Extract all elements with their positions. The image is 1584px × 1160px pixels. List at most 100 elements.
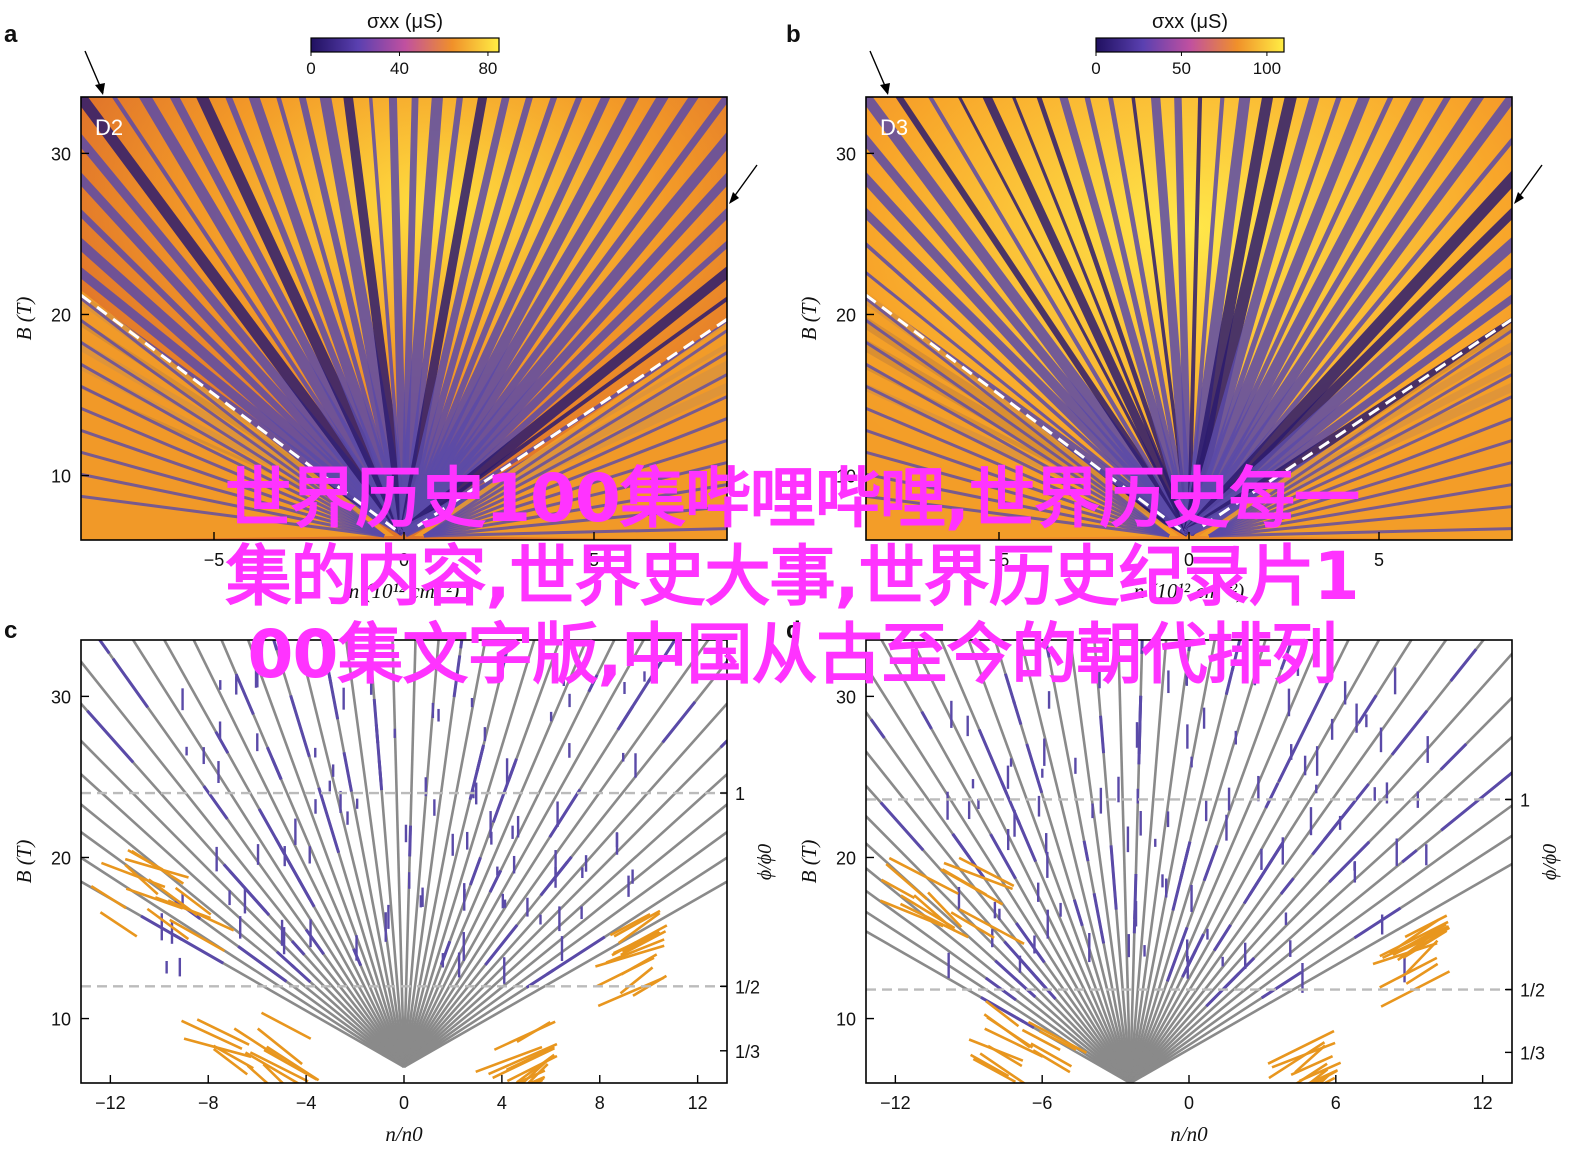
purple-segment	[289, 694, 311, 758]
landau-fan-line	[272, 640, 406, 1068]
orange-segment	[475, 1045, 543, 1074]
purple-segment	[1109, 845, 1118, 910]
purple-segment	[909, 565, 917, 584]
dashed-envelope-right	[411, 318, 727, 532]
outer-stripe	[81, 319, 385, 538]
purple-segment	[764, 758, 784, 775]
fan-stripe	[400, 97, 419, 533]
purple-segment	[1012, 700, 1023, 726]
orange-segment	[1405, 939, 1439, 974]
landau-fan-line	[402, 640, 440, 1067]
fan-stripe	[866, 241, 1191, 534]
landau-fan-line	[866, 814, 1132, 1083]
x-tick-label: −12	[95, 1093, 126, 1113]
heatmap-panel-a	[81, 97, 727, 540]
purple-segment	[629, 565, 651, 610]
orange-segment	[146, 907, 190, 941]
orange-segment	[958, 856, 1015, 888]
y-axis-label: B (T)	[797, 297, 821, 341]
fan-stripe	[1183, 97, 1251, 533]
outer-stripe	[81, 363, 385, 538]
orange-segment	[943, 861, 1014, 891]
purple-segment	[97, 640, 111, 655]
purple-segment	[1390, 709, 1429, 756]
orange-segment	[127, 848, 164, 871]
purple-segment	[795, 657, 810, 672]
outer-stripe	[423, 439, 727, 538]
orange-segment	[1404, 914, 1448, 939]
y-axis-label: B (T)	[12, 840, 36, 884]
landau-fan-line	[403, 701, 727, 1068]
fan-stripe	[400, 97, 510, 533]
fan-stripe	[343, 97, 409, 533]
purple-segment	[290, 963, 312, 984]
landau-fan-line	[1129, 735, 1512, 1083]
fan-stripe	[402, 320, 727, 534]
purple-segment	[719, 738, 727, 749]
purple-segment	[1306, 674, 1333, 723]
orange-segment	[526, 1063, 549, 1083]
fan-stripe	[1174, 97, 1193, 533]
purple-segment	[646, 640, 677, 683]
arrow-head	[729, 192, 739, 204]
purple-segment	[756, 674, 794, 712]
purple-segment	[804, 716, 836, 742]
y-axis-label: B (T)	[797, 840, 821, 884]
fan-stripe	[1186, 317, 1512, 537]
purple-segment	[237, 945, 288, 983]
landau-fan-line	[866, 749, 1132, 1083]
fan-stripe	[400, 97, 727, 535]
landau-fan-line	[220, 640, 406, 1068]
x-tick-label: 0	[399, 1093, 409, 1113]
orange-segment	[1327, 1082, 1330, 1083]
landau-fan-line	[402, 640, 562, 1068]
fan-stripe	[1186, 97, 1225, 533]
purple-segment	[967, 546, 978, 581]
orange-segment	[1295, 1062, 1328, 1083]
fan-stripe	[81, 266, 407, 536]
outer-stripe	[423, 461, 727, 538]
line-panel-c	[81, 565, 836, 1083]
orange-segment	[984, 1027, 1044, 1058]
fan-stripe	[400, 97, 534, 533]
purple-segment	[1165, 926, 1189, 982]
orange-segment	[972, 1057, 1017, 1083]
orange-segment	[260, 1011, 312, 1040]
fan-stripe	[927, 97, 1191, 533]
colorbar	[310, 37, 500, 53]
x-tick-label: −5	[989, 550, 1010, 570]
outer-stripe	[866, 406, 1170, 538]
orange-segment	[174, 886, 212, 916]
orange-segment	[124, 863, 159, 896]
outer-stripe	[1208, 461, 1512, 538]
fan-stripe	[1107, 97, 1192, 533]
purple-segment	[1003, 940, 1048, 990]
purple-segment	[661, 700, 697, 744]
landau-fan-line	[81, 659, 406, 1068]
purple-segment	[920, 710, 933, 730]
orange-segment	[527, 1075, 546, 1083]
orange-segment	[958, 908, 1025, 945]
purple-segment	[1044, 640, 1051, 658]
outer-stripe	[866, 450, 1170, 538]
outer-stripe	[1208, 439, 1512, 538]
y-tick-label: 20	[836, 305, 856, 325]
landau-fan-line	[1128, 640, 1168, 1083]
purple-segment	[202, 785, 229, 820]
purple-segment	[1222, 956, 1256, 991]
landau-fan-line	[1129, 862, 1512, 1083]
orange-segment	[516, 1020, 551, 1043]
x-tick-label: −6	[1032, 1093, 1053, 1113]
fan-stripe	[1184, 97, 1485, 535]
purple-segment	[1171, 848, 1190, 911]
landau-fan-line	[880, 640, 1132, 1083]
fan-stripe	[276, 97, 407, 533]
purple-segment	[977, 728, 1009, 795]
fan-stripe	[81, 172, 408, 536]
fan-stripe	[81, 208, 407, 535]
y-tick-label: 30	[836, 687, 856, 707]
orange-segment	[256, 1027, 303, 1066]
purple-segment	[844, 572, 853, 589]
orange-segment	[244, 1051, 301, 1083]
